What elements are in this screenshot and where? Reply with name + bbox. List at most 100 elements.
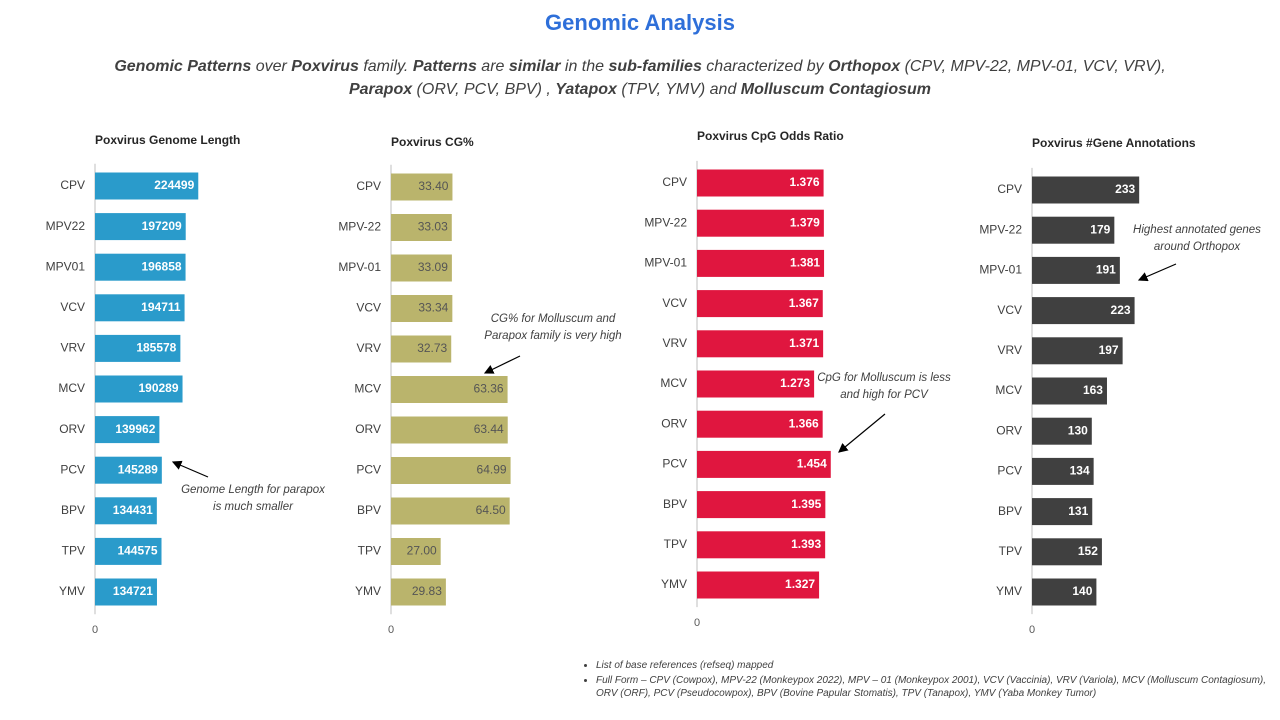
data-label: 63.44: [474, 422, 504, 436]
bar: [697, 491, 826, 519]
data-label: 139962: [115, 422, 155, 436]
data-label: 1.381: [790, 256, 820, 270]
bar: [95, 497, 157, 525]
bar: [697, 290, 823, 318]
bar: [391, 497, 510, 525]
bar: [697, 330, 824, 358]
subtitle-segment: characterized by: [701, 58, 829, 75]
y-tick-label: MCV: [660, 376, 687, 390]
bar: [1032, 176, 1140, 204]
y-tick-label: PCV: [356, 463, 381, 477]
data-label: 197209: [142, 219, 182, 233]
subtitle-segment: in the: [560, 58, 609, 75]
subtitle-segment: (TPV, YMV) and: [616, 81, 741, 98]
note: Full Form – CPV (Cowpox), MPV-22 (Monkey…: [596, 674, 1276, 700]
subtitle-segment: similar: [508, 58, 561, 75]
y-tick-label: VCV: [997, 303, 1022, 317]
annotation: Highest annotated genes around Orthopox: [1133, 224, 1261, 253]
y-tick-label: VCV: [60, 300, 85, 314]
data-label: 1.379: [790, 215, 820, 229]
bar: [1032, 216, 1115, 244]
y-tick-label: CPV: [60, 178, 85, 192]
subtitle-segment: over: [251, 58, 292, 75]
y-tick-label: MCV: [995, 383, 1022, 397]
notes: List of base references (refseq) mapped F…: [578, 659, 1276, 702]
data-label: 1.366: [789, 416, 819, 430]
y-tick-label: CPV: [997, 182, 1022, 196]
subtitle-segment: Genomic Patterns: [114, 58, 252, 75]
data-label: 131: [1068, 504, 1088, 518]
subtitle-segment: Orthopox: [828, 58, 901, 75]
annotation: CpG for Molluscum is less and high for P…: [817, 372, 951, 401]
y-tick-label: YMV: [661, 577, 687, 591]
data-label: 27.00: [407, 544, 437, 558]
bar: [95, 456, 162, 484]
bar: [697, 370, 815, 398]
bar: [95, 172, 199, 200]
data-label: 63.36: [474, 382, 504, 396]
subtitle-line: Genomic Patterns over Poxvirus family. P…: [60, 55, 1220, 78]
y-tick-label: TPV: [62, 544, 85, 558]
data-label: 185578: [136, 341, 176, 355]
data-label: 144575: [117, 544, 157, 558]
bar: [95, 416, 160, 444]
arrow: [1137, 263, 1177, 282]
bar: [391, 173, 453, 201]
bar: [391, 578, 446, 606]
data-label: 194711: [141, 300, 181, 314]
bar: [391, 538, 441, 565]
bar: [697, 450, 831, 478]
chart-title: Poxvirus CpG Odds Ratio: [697, 129, 844, 143]
data-label: 130: [1068, 423, 1088, 437]
data-label: 1.376: [790, 175, 820, 189]
subtitle-segment: sub-families: [608, 58, 702, 75]
y-tick-label: ORV: [355, 422, 381, 436]
data-label: 33.34: [418, 301, 448, 315]
bar: [1032, 457, 1094, 485]
y-tick-label: MPV-22: [644, 215, 687, 229]
y-tick-label: MPV22: [46, 219, 86, 233]
bar: [1032, 417, 1092, 445]
bar: [697, 169, 824, 197]
y-tick-label: BPV: [663, 497, 687, 511]
data-label: 1.393: [791, 537, 821, 551]
data-label: 32.73: [417, 341, 447, 355]
bar: [1032, 297, 1135, 325]
arrow: [483, 355, 521, 374]
y-tick-label: MPV-22: [979, 222, 1022, 236]
y-tick-label: PCV: [997, 464, 1022, 478]
bar: [95, 213, 186, 241]
subtitle: Genomic Patterns over Poxvirus family. P…: [60, 55, 1220, 101]
y-tick-label: CPV: [662, 175, 687, 189]
subtitle-segment: Molluscum Contagiosum: [740, 81, 932, 98]
subtitle-line: Parapox (ORV, PCV, BPV) , Yatapox (TPV, …: [60, 78, 1220, 101]
chart-title: Poxvirus CG%: [391, 135, 474, 149]
page-title: Genomic Analysis: [545, 10, 735, 35]
bar: [391, 457, 511, 484]
data-label: 163: [1083, 383, 1103, 397]
subtitle-segment: Poxvirus: [291, 58, 359, 75]
y-tick-label: VRV: [357, 341, 381, 355]
bar: [95, 294, 185, 322]
chart-title: Poxvirus Genome Length: [95, 133, 240, 147]
y-tick-label: VCV: [662, 296, 687, 310]
y-tick-label: MPV-01: [979, 263, 1022, 277]
data-label: 1.395: [791, 497, 821, 511]
bar: [1032, 538, 1102, 566]
bar: [95, 253, 186, 281]
y-tick-label: VRV: [998, 343, 1022, 357]
x-tick-label: 0: [92, 624, 98, 636]
bar: [95, 578, 157, 606]
bar: [391, 295, 453, 322]
subtitle-segment: (CPV, MPV-22, MPV-01, VCV, VRV),: [900, 58, 1166, 75]
data-label: 152: [1078, 544, 1098, 558]
y-tick-label: BPV: [61, 503, 85, 517]
annotation: CG% for Molluscum and Parapox family is …: [484, 313, 622, 342]
subtitle-segment: are: [476, 58, 509, 75]
y-tick-label: ORV: [59, 422, 85, 436]
y-tick-label: PCV: [662, 457, 687, 471]
data-label: 191: [1096, 263, 1116, 277]
y-tick-label: ORV: [661, 416, 687, 430]
